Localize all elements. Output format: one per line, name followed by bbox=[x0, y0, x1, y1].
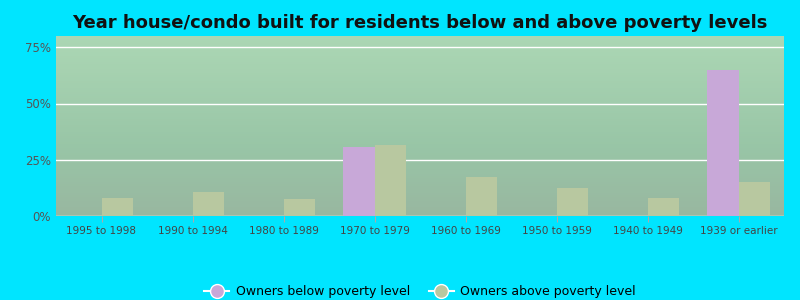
Bar bbox=[102, 198, 134, 216]
Legend: Owners below poverty level, Owners above poverty level: Owners below poverty level, Owners above… bbox=[199, 280, 641, 300]
Bar bbox=[374, 145, 406, 216]
Bar bbox=[466, 177, 498, 216]
Bar bbox=[647, 198, 679, 216]
Bar bbox=[557, 188, 588, 216]
Bar bbox=[342, 147, 374, 216]
Bar bbox=[193, 192, 224, 216]
Bar bbox=[283, 199, 315, 216]
Bar bbox=[738, 182, 770, 216]
Bar bbox=[706, 70, 738, 216]
Title: Year house/condo built for residents below and above poverty levels: Year house/condo built for residents bel… bbox=[72, 14, 768, 32]
